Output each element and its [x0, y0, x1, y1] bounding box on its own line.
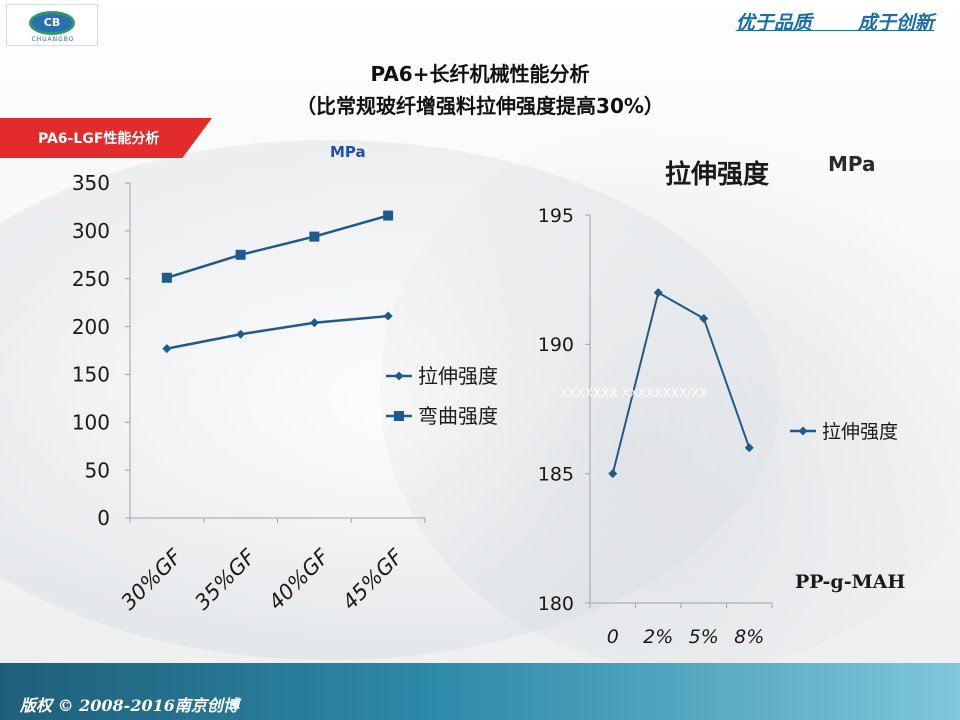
data-point: [699, 313, 709, 323]
x-tick-label: 40%GF: [264, 544, 335, 615]
company-logo: CB CHUANGBO: [6, 4, 98, 46]
y-tick-label: 100: [72, 410, 110, 434]
section-tag-label: PA6-LGF性能分析: [38, 131, 160, 147]
chart-title: 拉伸强度: [665, 159, 769, 190]
data-point: [653, 288, 663, 298]
x-tick-label: 0: [607, 626, 619, 648]
chart-unit-label: MPa: [828, 152, 876, 176]
chart-pp-g-mah: 拉伸强度 MPa 180 185 190 195 0 2% 5% 8% 拉伸强度 XXXXX…: [538, 152, 906, 648]
x-tick-label: 8%: [734, 626, 764, 648]
series-line: [611, 291, 751, 474]
y-tick-label: 150: [72, 363, 110, 387]
y-tick-label: 190: [538, 334, 574, 356]
logo-mark: CB: [29, 11, 75, 35]
series-line: [166, 214, 389, 279]
x-axis-label: PP-g-MAH: [795, 571, 905, 593]
x-tick-label: 30%GF: [116, 544, 187, 615]
legend-marker: [394, 371, 404, 381]
x-tick-label: 45%GF: [338, 544, 409, 615]
logo-subtext: CHUANGBO: [31, 36, 75, 43]
data-point: [744, 443, 754, 453]
data-point: [309, 231, 320, 242]
y-tick-label: 250: [72, 267, 110, 291]
y-tick-label: 185: [538, 464, 574, 486]
data-point: [235, 249, 246, 260]
y-tick-label: 180: [538, 593, 574, 615]
legend-label: 拉伸强度: [418, 364, 498, 388]
legend-marker: [798, 426, 808, 436]
x-tick-label: 5%: [689, 626, 719, 648]
y-tick-label: 0: [97, 506, 110, 530]
data-point: [162, 344, 172, 354]
data-point: [236, 329, 246, 339]
legend-label: 拉伸强度: [822, 421, 898, 443]
data-point: [383, 210, 394, 221]
section-tag: PA6-LGF性能分析: [0, 118, 212, 158]
background-swirl: [380, 110, 960, 670]
page-subtitle: （比常规玻纤增强料拉伸强度提高30%）: [296, 94, 664, 118]
y-tick-label: 200: [72, 315, 110, 339]
y-tick-label: 195: [538, 205, 574, 227]
x-tick-label: 35%GF: [190, 544, 261, 615]
slogan: 优于品质 成于创新: [735, 12, 934, 34]
x-tick-label: 2%: [643, 626, 673, 648]
legend-marker: [394, 411, 404, 421]
data-point: [608, 469, 618, 479]
data-point: [383, 311, 393, 321]
y-tick-label: 350: [72, 171, 110, 195]
series-line: [166, 314, 389, 350]
y-tick-label: 50: [85, 458, 110, 482]
copyright-text: 版权 © 2008-2016南京创博: [20, 696, 239, 715]
y-tick-label: 300: [72, 219, 110, 243]
page-title: PA6+长纤机械性能分析: [370, 62, 590, 86]
footer-bar: 版权 © 2008-2016南京创博: [0, 663, 960, 720]
chart-annotation: XXXXXXX XXXXXXXX/XX: [560, 386, 708, 400]
chart-pa6-lgf: MPa 0 50 100 150 200 250 300 350 30%GF 35%GF 40%G…: [72, 143, 498, 615]
chart-unit-label: MPa: [330, 143, 366, 161]
data-point: [309, 318, 319, 328]
legend-label: 弯曲强度: [418, 404, 498, 428]
data-point: [161, 272, 172, 283]
